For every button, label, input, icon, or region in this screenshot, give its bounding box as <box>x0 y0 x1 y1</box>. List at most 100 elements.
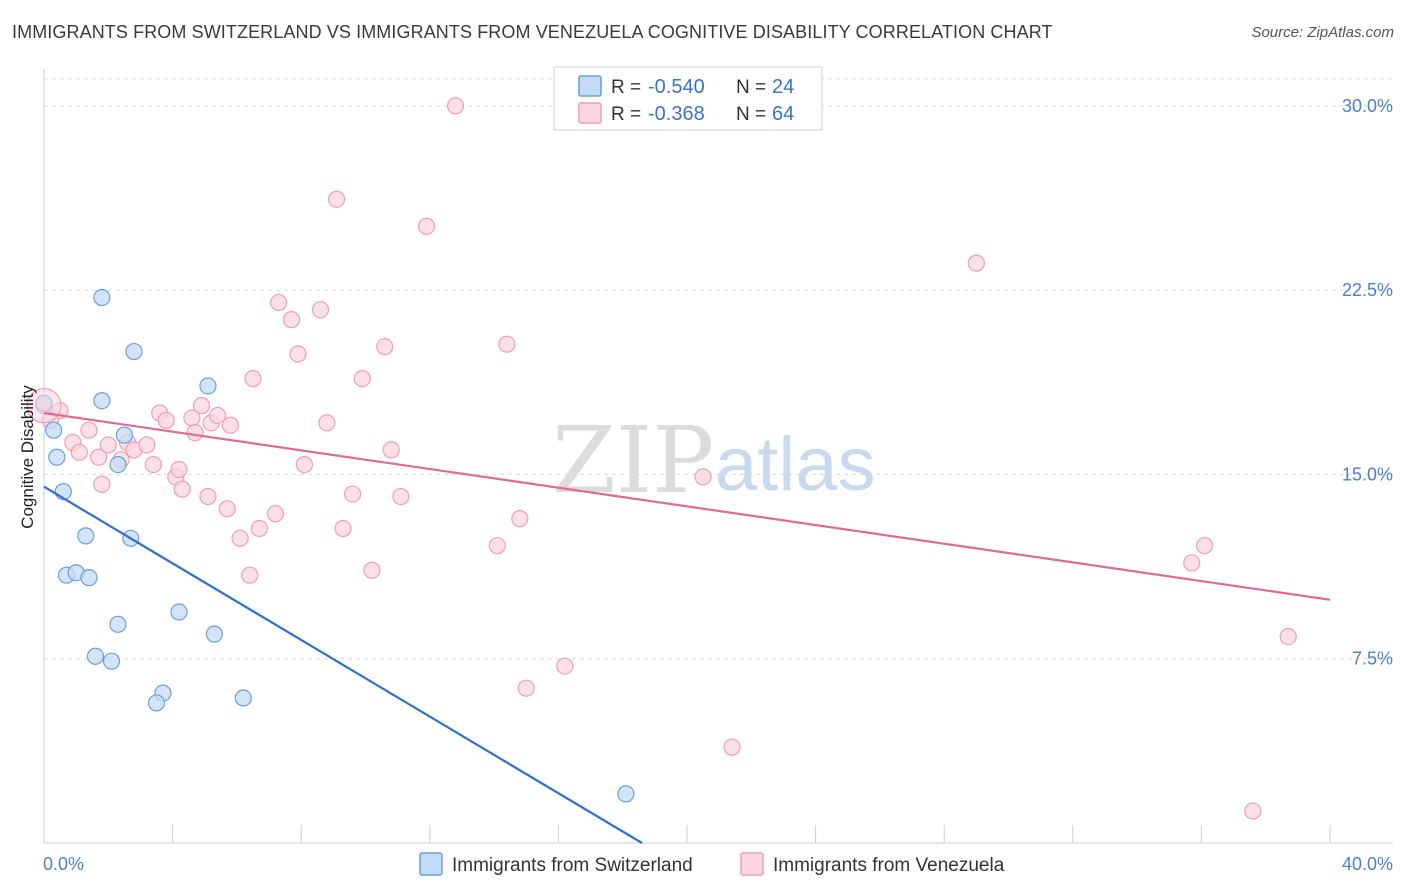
y-tick-label: 30.0% <box>1342 96 1393 116</box>
venezuela-point <box>144 456 162 474</box>
axes <box>43 69 1393 844</box>
venezuela-point <box>446 97 465 115</box>
stats-legend-r-venezuela: -0.368 <box>648 103 705 125</box>
switzerland-point <box>93 288 111 307</box>
venezuela-point <box>1196 537 1214 555</box>
venezuela-point <box>511 510 529 528</box>
venezuela-point <box>694 468 712 486</box>
venezuela-point <box>376 338 394 356</box>
switzerland-point <box>93 392 111 410</box>
venezuela-point <box>241 566 259 584</box>
switzerland-point <box>77 527 95 545</box>
venezuela-point <box>363 561 381 579</box>
venezuela-point <box>231 529 249 547</box>
venezuela-point <box>1244 802 1262 820</box>
venezuela-point <box>295 456 314 474</box>
venezuela-point <box>209 406 227 425</box>
y-tick-label: 22.5% <box>1342 280 1393 300</box>
switzerland-point <box>170 603 188 621</box>
y-tick-labels: 7.5% 15.0% 22.5% 30.0% <box>1342 96 1393 669</box>
watermark-zip: ZIP <box>552 407 714 514</box>
venezuela-point <box>250 519 269 538</box>
switzerland-trend-line <box>43 485 643 844</box>
venezuela-point <box>392 487 410 506</box>
switzerland-point <box>199 377 217 395</box>
venezuela-point <box>270 293 288 312</box>
switzerland-point <box>109 615 127 633</box>
stats-legend-n-label-2: N = <box>736 104 766 125</box>
y-axis-label: Cognitive Disability <box>18 385 37 529</box>
venezuela-point <box>157 411 175 429</box>
venezuela-point <box>1183 554 1201 572</box>
venezuela-point <box>556 657 574 675</box>
venezuela-point <box>417 217 436 235</box>
venezuela-point <box>266 505 285 523</box>
venezuela-point <box>70 443 88 461</box>
series-legend: Immigrants from Switzerland Immigrants f… <box>419 852 1005 876</box>
switzerland-point <box>617 785 635 803</box>
switzerland-point <box>109 456 127 474</box>
venezuela-point <box>218 500 236 518</box>
x-tick-label-min: 0.0% <box>43 854 84 874</box>
stats-legend-swatch-switzerland <box>578 75 602 97</box>
stats-legend-n-venezuela: 64 <box>772 103 794 125</box>
venezuela-point <box>488 537 506 555</box>
venezuela-point <box>90 448 108 466</box>
switzerland-point <box>125 342 143 361</box>
venezuela-point <box>311 301 330 319</box>
series-legend-label-venezuela: Immigrants from Venezuela <box>773 855 1005 876</box>
data-points <box>26 97 1297 820</box>
venezuela-point <box>723 738 741 756</box>
series-legend-label-switzerland: Immigrants from Switzerland <box>452 855 693 876</box>
venezuela-point <box>93 475 111 493</box>
switzerland-point <box>45 421 63 439</box>
venezuela-point <box>967 254 985 272</box>
venezuela-point <box>1279 627 1297 646</box>
source-credit: Source: ZipAtlas.com <box>1251 24 1394 41</box>
trend-lines <box>43 411 1331 844</box>
switzerland-point <box>102 652 121 670</box>
venezuela-point <box>244 370 262 388</box>
x-tick-label-max: 40.0% <box>1342 854 1393 874</box>
stats-legend-n-switzerland: 24 <box>772 76 794 98</box>
switzerland-point <box>80 569 98 587</box>
venezuela-point <box>498 335 516 353</box>
venezuela-point <box>344 485 362 503</box>
chart-title: IMMIGRANTS FROM SWITZERLAND VS IMMIGRANT… <box>12 22 1053 42</box>
watermark-atlas: atlas <box>715 422 876 507</box>
venezuela-point <box>186 424 204 442</box>
series-legend-swatch-switzerland <box>419 852 443 876</box>
venezuela-point <box>221 416 240 434</box>
stats-legend: R = -0.540 N = 24 R = -0.368 N = 64 <box>553 66 823 131</box>
switzerland-point <box>115 426 133 444</box>
venezuela-point <box>517 679 535 697</box>
venezuela-point <box>138 436 156 454</box>
venezuela-point <box>173 480 191 498</box>
y-tick-label: 15.0% <box>1342 464 1393 484</box>
stats-legend-r-label-2: R = <box>611 104 641 125</box>
stats-legend-r-switzerland: -0.540 <box>648 76 705 98</box>
venezuela-point <box>99 436 117 454</box>
venezuela-trend-line <box>43 411 1331 601</box>
venezuela-point <box>282 311 301 329</box>
y-tick-label: 7.5% <box>1352 649 1393 669</box>
watermark: ZIP atlas <box>552 407 876 514</box>
stats-legend-n-label: N = <box>736 77 766 98</box>
stats-legend-swatch-venezuela <box>578 102 602 124</box>
venezuela-point <box>170 460 188 479</box>
venezuela-point <box>318 414 336 432</box>
venezuela-point <box>199 487 217 506</box>
series-legend-swatch-venezuela <box>740 852 764 876</box>
switzerland-point <box>86 647 105 665</box>
venezuela-point <box>334 519 352 538</box>
venezuela-point <box>327 190 346 208</box>
stats-legend-r-label: R = <box>611 77 641 98</box>
switzerland-point <box>48 448 66 466</box>
venezuela-point <box>382 441 400 459</box>
venezuela-point <box>353 370 371 388</box>
venezuela-point <box>80 421 98 439</box>
switzerland-point <box>205 625 223 643</box>
venezuela-point <box>192 397 211 415</box>
switzerland-point <box>234 689 252 707</box>
